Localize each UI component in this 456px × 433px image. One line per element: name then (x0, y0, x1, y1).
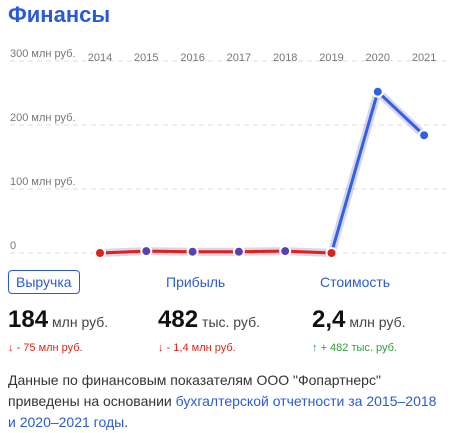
cost-value: 2,4 (312, 306, 346, 333)
tab-value[interactable]: Стоимость (320, 274, 391, 290)
data-point (279, 245, 292, 258)
metric-value: Стоимость 2,4 млн руб. ↑ + 482 тыс. руб. (312, 270, 405, 354)
arrow-down-icon: ↓ (158, 342, 164, 354)
data-point (94, 247, 106, 259)
data-point (232, 245, 245, 258)
data-point (140, 245, 153, 258)
series-line-halo (96, 87, 429, 257)
y-tick-label: 200 млн руб. (10, 112, 76, 124)
x-tick-label: 2018 (273, 52, 297, 64)
series-segment (237, 249, 287, 254)
metric-profit: Прибыль 482 тыс. руб. ↓ - 1,4 млн руб. (158, 270, 260, 354)
data-point (371, 85, 384, 98)
series-segment (98, 249, 148, 255)
x-tick-label: 2014 (88, 52, 112, 64)
cost-delta: ↑ + 482 тыс. руб. (312, 342, 405, 354)
section-title: Финансы (8, 2, 111, 27)
x-tick-label: 2019 (319, 52, 343, 64)
profit-value: 482 (158, 306, 199, 333)
cost-delta-text: + 482 тыс. руб. (320, 342, 397, 354)
description-suffix: . (124, 414, 129, 430)
metric-revenue: Выручка 184 млн руб. ↓ - 75 млн руб. (8, 270, 108, 354)
series-segment (283, 249, 333, 255)
series-segment (376, 90, 426, 137)
tab-profit[interactable]: Прибыль (166, 274, 226, 290)
x-tick-label: 2021 (412, 52, 436, 64)
metrics-row: Выручка 184 млн руб. ↓ - 75 млн руб. Приб… (0, 270, 456, 360)
profit-unit: тыс. руб. (202, 314, 260, 330)
source-description: Данные по финансовым показателям ООО "Фо… (8, 370, 448, 433)
data-point (325, 247, 338, 259)
arrow-down-icon: ↓ (8, 342, 14, 354)
finance-chart: 300 млн руб. 200 млн руб. 100 млн руб. 0 201… (10, 48, 448, 259)
arrow-up-icon: ↑ (312, 342, 318, 354)
description-text: Данные по финансовым показателям ООО "Фо… (8, 372, 381, 409)
tab-revenue[interactable]: Выручка (8, 270, 80, 294)
data-point (418, 129, 431, 142)
y-tick-label: 300 млн руб. (10, 48, 76, 60)
profit-delta-text: - 1,4 млн руб. (166, 342, 236, 354)
revenue-unit: млн руб. (52, 314, 109, 330)
y-tick-label: 0 (10, 240, 16, 252)
financial-reports-link[interactable]: бухгалтерской отчетности за 2015–2018 и … (8, 393, 437, 430)
y-tick-label: 100 млн руб. (10, 176, 76, 188)
x-tick-label: 2017 (227, 52, 251, 64)
x-tick-label: 2016 (180, 52, 204, 64)
cost-unit: млн руб. (349, 314, 406, 330)
x-tick-label: 2020 (366, 52, 390, 64)
series-segment (144, 249, 195, 254)
series-segment (330, 90, 380, 255)
revenue-delta: ↓ - 75 млн руб. (8, 342, 108, 354)
revenue-value: 184 (8, 306, 49, 333)
profit-delta: ↓ - 1,4 млн руб. (158, 342, 260, 354)
data-point (186, 245, 199, 258)
x-tick-label: 2015 (134, 52, 158, 64)
revenue-delta-text: - 75 млн руб. (16, 342, 83, 354)
